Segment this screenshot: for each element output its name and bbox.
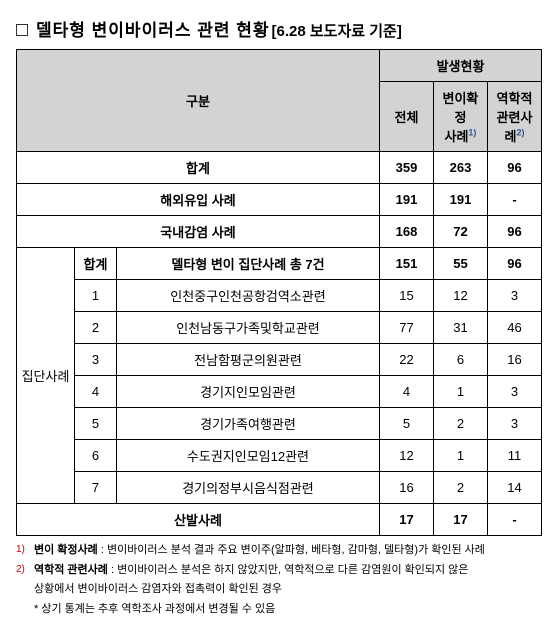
cell-sporadic-related: -	[487, 504, 541, 536]
delta-variant-table: 구분 발생현황 전체 변이확정사례1) 역학적관련사례2) 합계 359 263…	[16, 49, 542, 536]
cell-all: 4	[379, 376, 433, 408]
cell-related: 11	[487, 440, 541, 472]
th-status: 발생현황	[379, 50, 541, 82]
cell-cluster-subtotal-confirmed: 55	[433, 248, 487, 280]
cell-domestic-all: 168	[379, 216, 433, 248]
cell-overseas-confirmed: 191	[433, 184, 487, 216]
cell-desc: 인천중구인천공항검역소관련	[117, 280, 380, 312]
cell-related: 3	[487, 280, 541, 312]
cell-desc: 경기가족여행관련	[117, 408, 380, 440]
cell-total-confirmed: 263	[433, 152, 487, 184]
cell-desc: 경기지인모임관련	[117, 376, 380, 408]
cell-desc: 경기의정부시음식점관련	[117, 472, 380, 504]
th-confirmed: 변이확정사례1)	[433, 82, 487, 152]
cell-desc: 인천남동구가족및학교관련	[117, 312, 380, 344]
cell-cluster-subtotal-label: 합계	[75, 248, 117, 280]
cell-all: 12	[379, 440, 433, 472]
row-sporadic: 산발사례 17 17 -	[17, 504, 542, 536]
cell-n: 4	[75, 376, 117, 408]
cluster-row: 1 인천중구인천공항검역소관련 15 12 3	[17, 280, 542, 312]
th-related: 역학적관련사례2)	[487, 82, 541, 152]
footnote-2-marker: 2)	[16, 562, 34, 580]
footnote-1-label: 변이 확정사례	[34, 544, 98, 556]
row-domestic: 국내감염 사례 168 72 96	[17, 216, 542, 248]
th-total: 전체	[379, 82, 433, 152]
cell-related: 46	[487, 312, 541, 344]
cell-cluster-subtotal-related: 96	[487, 248, 541, 280]
th-related-text: 역학적관련사례	[497, 91, 533, 144]
row-cluster-subtotal: 집단사례 합계 델타형 변이 집단사례 총 7건 151 55 96	[17, 248, 542, 280]
cell-all: 5	[379, 408, 433, 440]
sup-2: 2)	[516, 128, 524, 138]
cell-related: 3	[487, 408, 541, 440]
cell-confirmed: 1	[433, 440, 487, 472]
cell-cluster-group: 집단사례	[17, 248, 75, 504]
footnote-1: 1) 변이 확정사례 : 변이바이러스 분석 결과 주요 변이주(알파형, 베타…	[16, 542, 542, 560]
footnotes: 1) 변이 확정사례 : 변이바이러스 분석 결과 주요 변이주(알파형, 베타…	[16, 542, 542, 618]
cluster-row: 6 수도권지인모임12관련 12 1 11	[17, 440, 542, 472]
cell-all: 15	[379, 280, 433, 312]
cell-sporadic-all: 17	[379, 504, 433, 536]
cell-n: 6	[75, 440, 117, 472]
cell-all: 22	[379, 344, 433, 376]
footnote-2-label: 역학적 관련사례	[34, 564, 108, 576]
cell-overseas-all: 191	[379, 184, 433, 216]
footnote-1-text: : 변이바이러스 분석 결과 주요 변이주(알파형, 베타형, 감마형, 델타형…	[98, 544, 485, 556]
cell-total-related: 96	[487, 152, 541, 184]
cell-total-all: 359	[379, 152, 433, 184]
cell-related: 3	[487, 376, 541, 408]
cell-desc: 수도권지인모임12관련	[117, 440, 380, 472]
page-title: 델타형 변이바이러스 관련 현황	[36, 16, 270, 41]
cell-n: 2	[75, 312, 117, 344]
cell-confirmed: 2	[433, 408, 487, 440]
th-classification: 구분	[17, 50, 380, 152]
footnote-1-marker: 1)	[16, 542, 34, 560]
footnote-1-body: 변이 확정사례 : 변이바이러스 분석 결과 주요 변이주(알파형, 베타형, …	[34, 542, 485, 560]
cell-confirmed: 31	[433, 312, 487, 344]
footnote-2-text-a: : 변이바이러스 분석은 하지 않았지만, 역학적으로 다른 감염원이 확인되지…	[108, 564, 469, 576]
cell-n: 5	[75, 408, 117, 440]
cell-domestic-related: 96	[487, 216, 541, 248]
cluster-row: 5 경기가족여행관련 5 2 3	[17, 408, 542, 440]
cell-cluster-subtotal-desc: 델타형 변이 집단사례 총 7건	[117, 248, 380, 280]
cell-overseas-label: 해외유입 사례	[17, 184, 380, 216]
cluster-row: 3 전남함평군의원관련 22 6 16	[17, 344, 542, 376]
cell-n: 7	[75, 472, 117, 504]
footnote-2: 2) 역학적 관련사례 : 변이바이러스 분석은 하지 않았지만, 역학적으로 …	[16, 562, 542, 580]
cell-confirmed: 12	[433, 280, 487, 312]
cell-overseas-related: -	[487, 184, 541, 216]
cell-cluster-subtotal-all: 151	[379, 248, 433, 280]
cluster-row: 2 인천남동구가족및학교관련 77 31 46	[17, 312, 542, 344]
cell-confirmed: 2	[433, 472, 487, 504]
cell-all: 77	[379, 312, 433, 344]
cluster-row: 7 경기의정부시음식점관련 16 2 14	[17, 472, 542, 504]
footnote-2-cont: 상황에서 변이바이러스 감염자와 접촉력이 확인된 경우	[16, 581, 542, 599]
sup-1: 1)	[468, 128, 476, 138]
title-marker-icon	[16, 24, 28, 36]
cell-desc: 전남함평군의원관련	[117, 344, 380, 376]
page-title-row: 델타형 변이바이러스 관련 현황 [6.28 보도자료 기준]	[16, 16, 542, 41]
cell-n: 3	[75, 344, 117, 376]
cell-n: 1	[75, 280, 117, 312]
cell-related: 14	[487, 472, 541, 504]
cell-sporadic-confirmed: 17	[433, 504, 487, 536]
cell-all: 16	[379, 472, 433, 504]
row-overseas: 해외유입 사례 191 191 -	[17, 184, 542, 216]
cell-total-label: 합계	[17, 152, 380, 184]
cell-domestic-label: 국내감염 사례	[17, 216, 380, 248]
cell-confirmed: 1	[433, 376, 487, 408]
cell-related: 16	[487, 344, 541, 376]
cluster-row: 4 경기지인모임관련 4 1 3	[17, 376, 542, 408]
footnote-2-body: 역학적 관련사례 : 변이바이러스 분석은 하지 않았지만, 역학적으로 다른 …	[34, 562, 468, 580]
page-subtitle: [6.28 보도자료 기준]	[272, 20, 402, 41]
cell-confirmed: 6	[433, 344, 487, 376]
row-total: 합계 359 263 96	[17, 152, 542, 184]
cell-domestic-confirmed: 72	[433, 216, 487, 248]
footnote-star: * 상기 통계는 추후 역학조사 과정에서 변경될 수 있음	[16, 601, 542, 619]
cell-sporadic-label: 산발사례	[17, 504, 380, 536]
